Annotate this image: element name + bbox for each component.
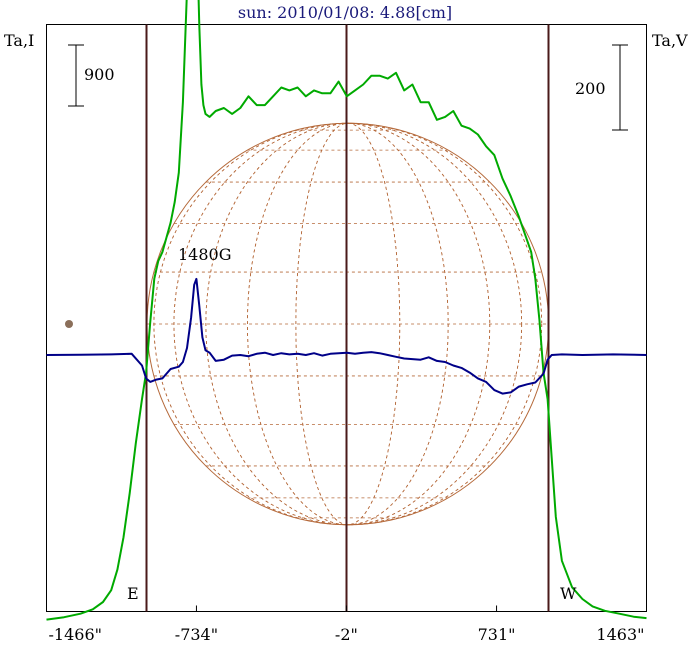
- intensity-series: [46, 0, 647, 621]
- solar-disk-grid: [146, 122, 550, 526]
- left-scale-bar-label: 900: [84, 65, 115, 84]
- reference-lines: [145, 24, 550, 612]
- left-scale-bar: [68, 44, 84, 107]
- right-scale-bar-label: 200: [575, 79, 606, 98]
- x-tick-label: 731": [478, 625, 516, 644]
- longitude-line: [295, 122, 401, 526]
- longitude-line: [153, 122, 543, 526]
- x-tick-label: 1463": [596, 625, 644, 644]
- west-limb-label: W: [560, 584, 577, 603]
- x-tick-label: -2": [335, 625, 358, 644]
- x-tick-label: -1466": [49, 625, 102, 644]
- marker-dot: [65, 320, 73, 328]
- series-group: [46, 0, 647, 621]
- east-limb-label: E: [127, 584, 139, 603]
- left-axis-label: Ta,I: [4, 31, 34, 50]
- longitude-line: [173, 122, 523, 526]
- x-tick-label: -734": [175, 625, 218, 644]
- x-axis: -1466" -734" -2" 731" 1463": [46, 605, 647, 644]
- right-scale-bar: [612, 44, 628, 131]
- polarization-series: [46, 277, 647, 395]
- chart-title: sun: 2010/01/08: 4.88[cm]: [238, 3, 452, 22]
- annotation-label: 1480G: [178, 245, 232, 264]
- right-axis-label: Ta,V: [652, 31, 688, 50]
